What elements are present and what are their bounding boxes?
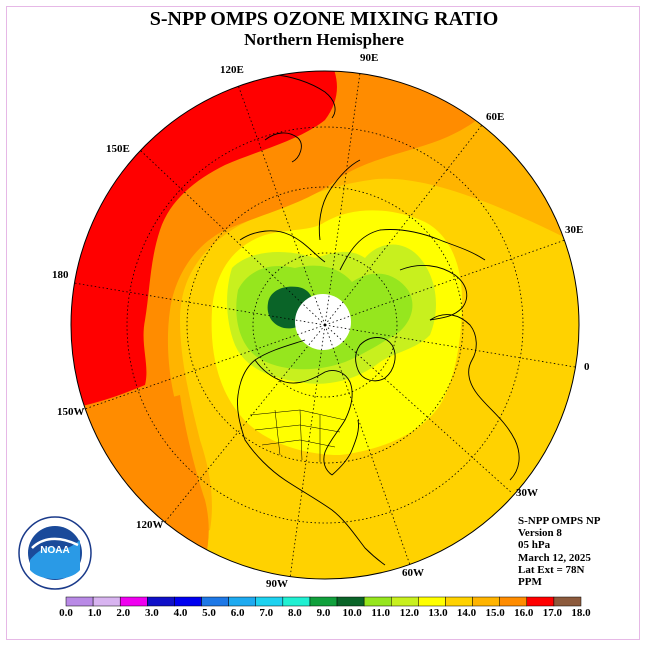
colorbar-label: 13.0 (428, 607, 448, 619)
colorbar-label: 7.0 (259, 607, 273, 619)
colorbar-swatch (201, 596, 229, 607)
colorbar-swatch (553, 596, 582, 607)
colorbar-label: 3.0 (145, 607, 159, 619)
colorbar-swatch (255, 596, 284, 607)
colorbar-swatch (174, 596, 202, 607)
product-info: S-NPP OMPS NP Version 8 05 hPa March 12,… (518, 515, 601, 588)
latitude-circle-50n (186, 186, 464, 464)
map-title: S-NPP OMPS OZONE MIXING RATIO (149, 8, 499, 30)
meridian-30w (324, 324, 513, 494)
lon-label-120w: 120W (136, 519, 164, 531)
colorbar-label: 5.0 (202, 607, 216, 619)
meridian-150w (81, 324, 326, 411)
lon-label-150e: 150E (106, 143, 130, 155)
colorbar-label: 11.0 (371, 607, 390, 619)
colorbar-swatch (499, 596, 528, 607)
colorbar-label: 10.0 (342, 607, 362, 619)
lon-label-60e: 60E (486, 111, 504, 123)
lon-label-120e: 120E (220, 64, 244, 76)
colorbar-swatch (472, 596, 500, 607)
observation-date: March 12, 2025 (518, 551, 591, 564)
colorbar-label: 2.0 (116, 607, 130, 619)
lon-label-90e: 90E (360, 52, 378, 64)
colorbar-swatch (418, 596, 446, 607)
figure-frame (6, 6, 640, 640)
lon-label-60w: 60W (402, 567, 424, 579)
colorbar-swatch (336, 596, 365, 607)
longitude-labels: 90E 60E 30E 0 30W 60W 90W 120W 150W 180 … (52, 52, 590, 590)
units-label: PPM (518, 576, 542, 589)
lon-label-0: 0 (584, 361, 590, 373)
meridian-30e (324, 239, 566, 326)
latitude-circle-70n (252, 252, 398, 398)
meridian-60w (324, 324, 411, 566)
lon-label-90w: 90W (266, 578, 288, 590)
map-boundary (70, 70, 580, 580)
latitude-circle-30n (126, 126, 524, 524)
product-version: Version 8 (518, 527, 562, 540)
colorbar-swatch (147, 596, 175, 607)
latitude-circles (126, 126, 524, 524)
meridian-150e (139, 149, 326, 326)
colorbar-swatch (119, 596, 148, 607)
colorbar-label: 14.0 (457, 607, 477, 619)
colorbar-label: 9.0 (317, 607, 331, 619)
latitude-extent: Lat Ext = 78N (518, 563, 585, 576)
colorbar-swatch (228, 596, 256, 607)
colorbar: 0.0 1.0 2.0 3.0 4.0 5.0 6.0 7.0 8.0 9.0 10.0 11.0 12… (59, 596, 591, 619)
map-subtitle: Northern Hemisphere (244, 30, 404, 49)
colorbar-label: 16.0 (514, 607, 534, 619)
colorbar-swatch (445, 596, 473, 607)
noaa-logo-text: NOAA (40, 545, 69, 556)
colorbar-swatch (65, 596, 94, 607)
noaa-logo-gull (31, 537, 79, 549)
colorbar-swatch (363, 596, 392, 607)
lon-label-150w: 150W (57, 406, 85, 418)
colorbar-swatch (309, 596, 338, 607)
pressure-level: 05 hPa (518, 539, 551, 552)
colorbar-swatch (391, 596, 419, 607)
us-state-lines (249, 409, 346, 462)
meridian-180 (73, 282, 326, 326)
colorbar-label: 4.0 (174, 607, 188, 619)
meridian-90e (324, 72, 361, 326)
colorbar-label: 1.0 (88, 607, 102, 619)
noaa-logo: NOAA (18, 516, 92, 590)
colorbar-swatch (92, 596, 121, 607)
meridian-120e (237, 84, 326, 326)
colorbar-swatch (526, 596, 555, 607)
product-name: S-NPP OMPS NP (518, 515, 601, 527)
colorbar-label: 12.0 (400, 607, 420, 619)
meridian-90w (289, 324, 326, 579)
colorbar-label: 17.0 (543, 607, 563, 619)
lon-label-30e: 30E (565, 224, 583, 236)
colorbar-label: 8.0 (288, 607, 302, 619)
colorbar-label: 18.0 (571, 607, 591, 619)
colorbar-swatch (282, 596, 311, 607)
noaa-logo-wave (30, 540, 80, 579)
meridians (73, 72, 576, 579)
colorbar-label: 15.0 (486, 607, 506, 619)
colorbar-label: 6.0 (231, 607, 245, 619)
colorbar-label: 0.0 (59, 607, 73, 619)
lon-label-30w: 30W (516, 487, 538, 499)
lon-label-180: 180 (52, 269, 69, 281)
